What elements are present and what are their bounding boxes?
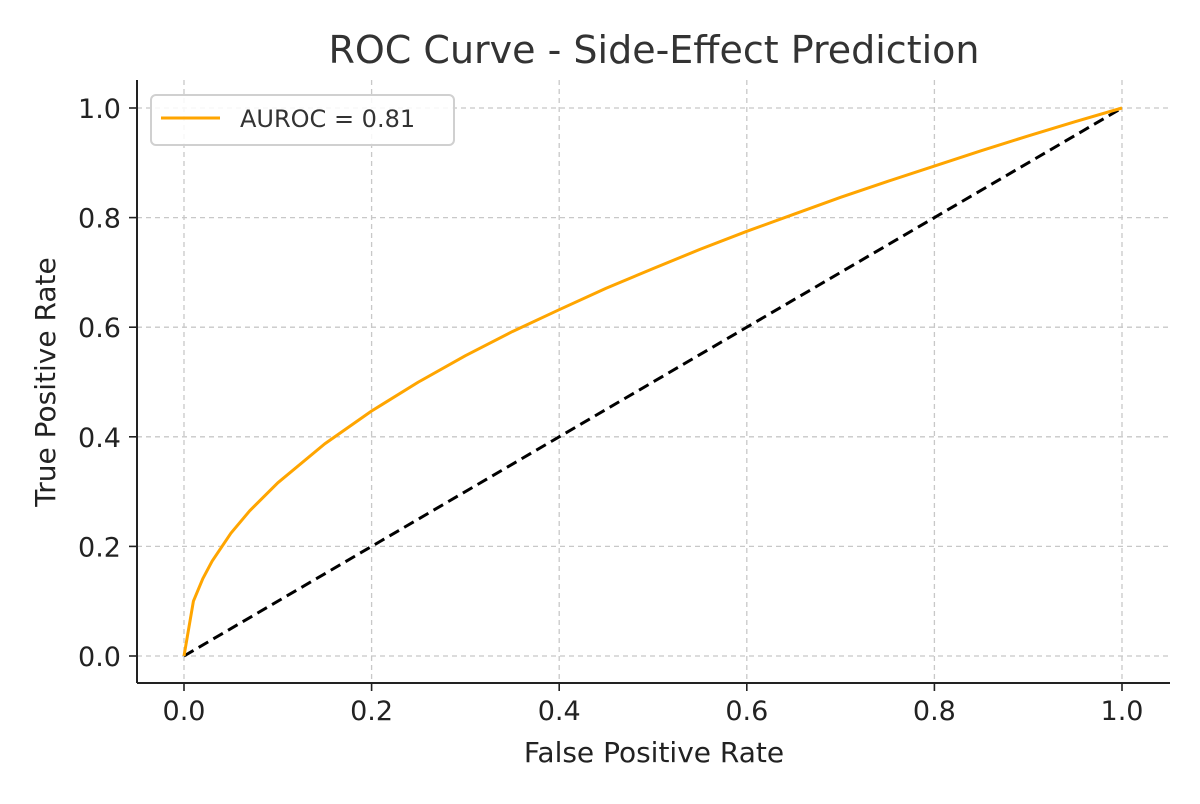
y-tick-label: 0.2 bbox=[78, 532, 121, 563]
chance-line bbox=[183, 106, 1123, 658]
y-tick-label: 0.6 bbox=[78, 313, 121, 344]
legend-label: AUROC = 0.81 bbox=[240, 105, 415, 133]
x-tick-label: 0.0 bbox=[163, 696, 206, 727]
x-tick-label: 1.0 bbox=[1101, 696, 1144, 727]
x-tick-label: 0.8 bbox=[913, 696, 956, 727]
x-axis-label: False Positive Rate bbox=[524, 736, 784, 769]
x-tick-label: 0.2 bbox=[350, 696, 393, 727]
y-tick-label: 0.0 bbox=[78, 642, 121, 673]
x-tick-label: 0.6 bbox=[725, 696, 768, 727]
x-tick-label: 0.4 bbox=[538, 696, 581, 727]
legend: AUROC = 0.81 bbox=[150, 94, 455, 146]
series-layer bbox=[182, 106, 1123, 658]
axes bbox=[136, 80, 1170, 684]
y-tick-label: 0.4 bbox=[78, 423, 121, 454]
x-ticks: 0.0 0.2 0.4 0.6 0.8 1.0 bbox=[163, 683, 1144, 727]
roc-curve-line bbox=[182, 106, 1123, 657]
y-tick-label: 1.0 bbox=[78, 94, 121, 125]
y-tick-label: 0.8 bbox=[78, 204, 121, 235]
grid bbox=[137, 80, 1170, 683]
legend-box bbox=[150, 94, 455, 146]
y-axis-label: True Positive Rate bbox=[29, 257, 62, 507]
chart-title: ROC Curve - Side-Effect Prediction bbox=[328, 28, 979, 72]
y-ticks: 0.0 0.2 0.4 0.6 0.8 1.0 bbox=[78, 94, 137, 673]
